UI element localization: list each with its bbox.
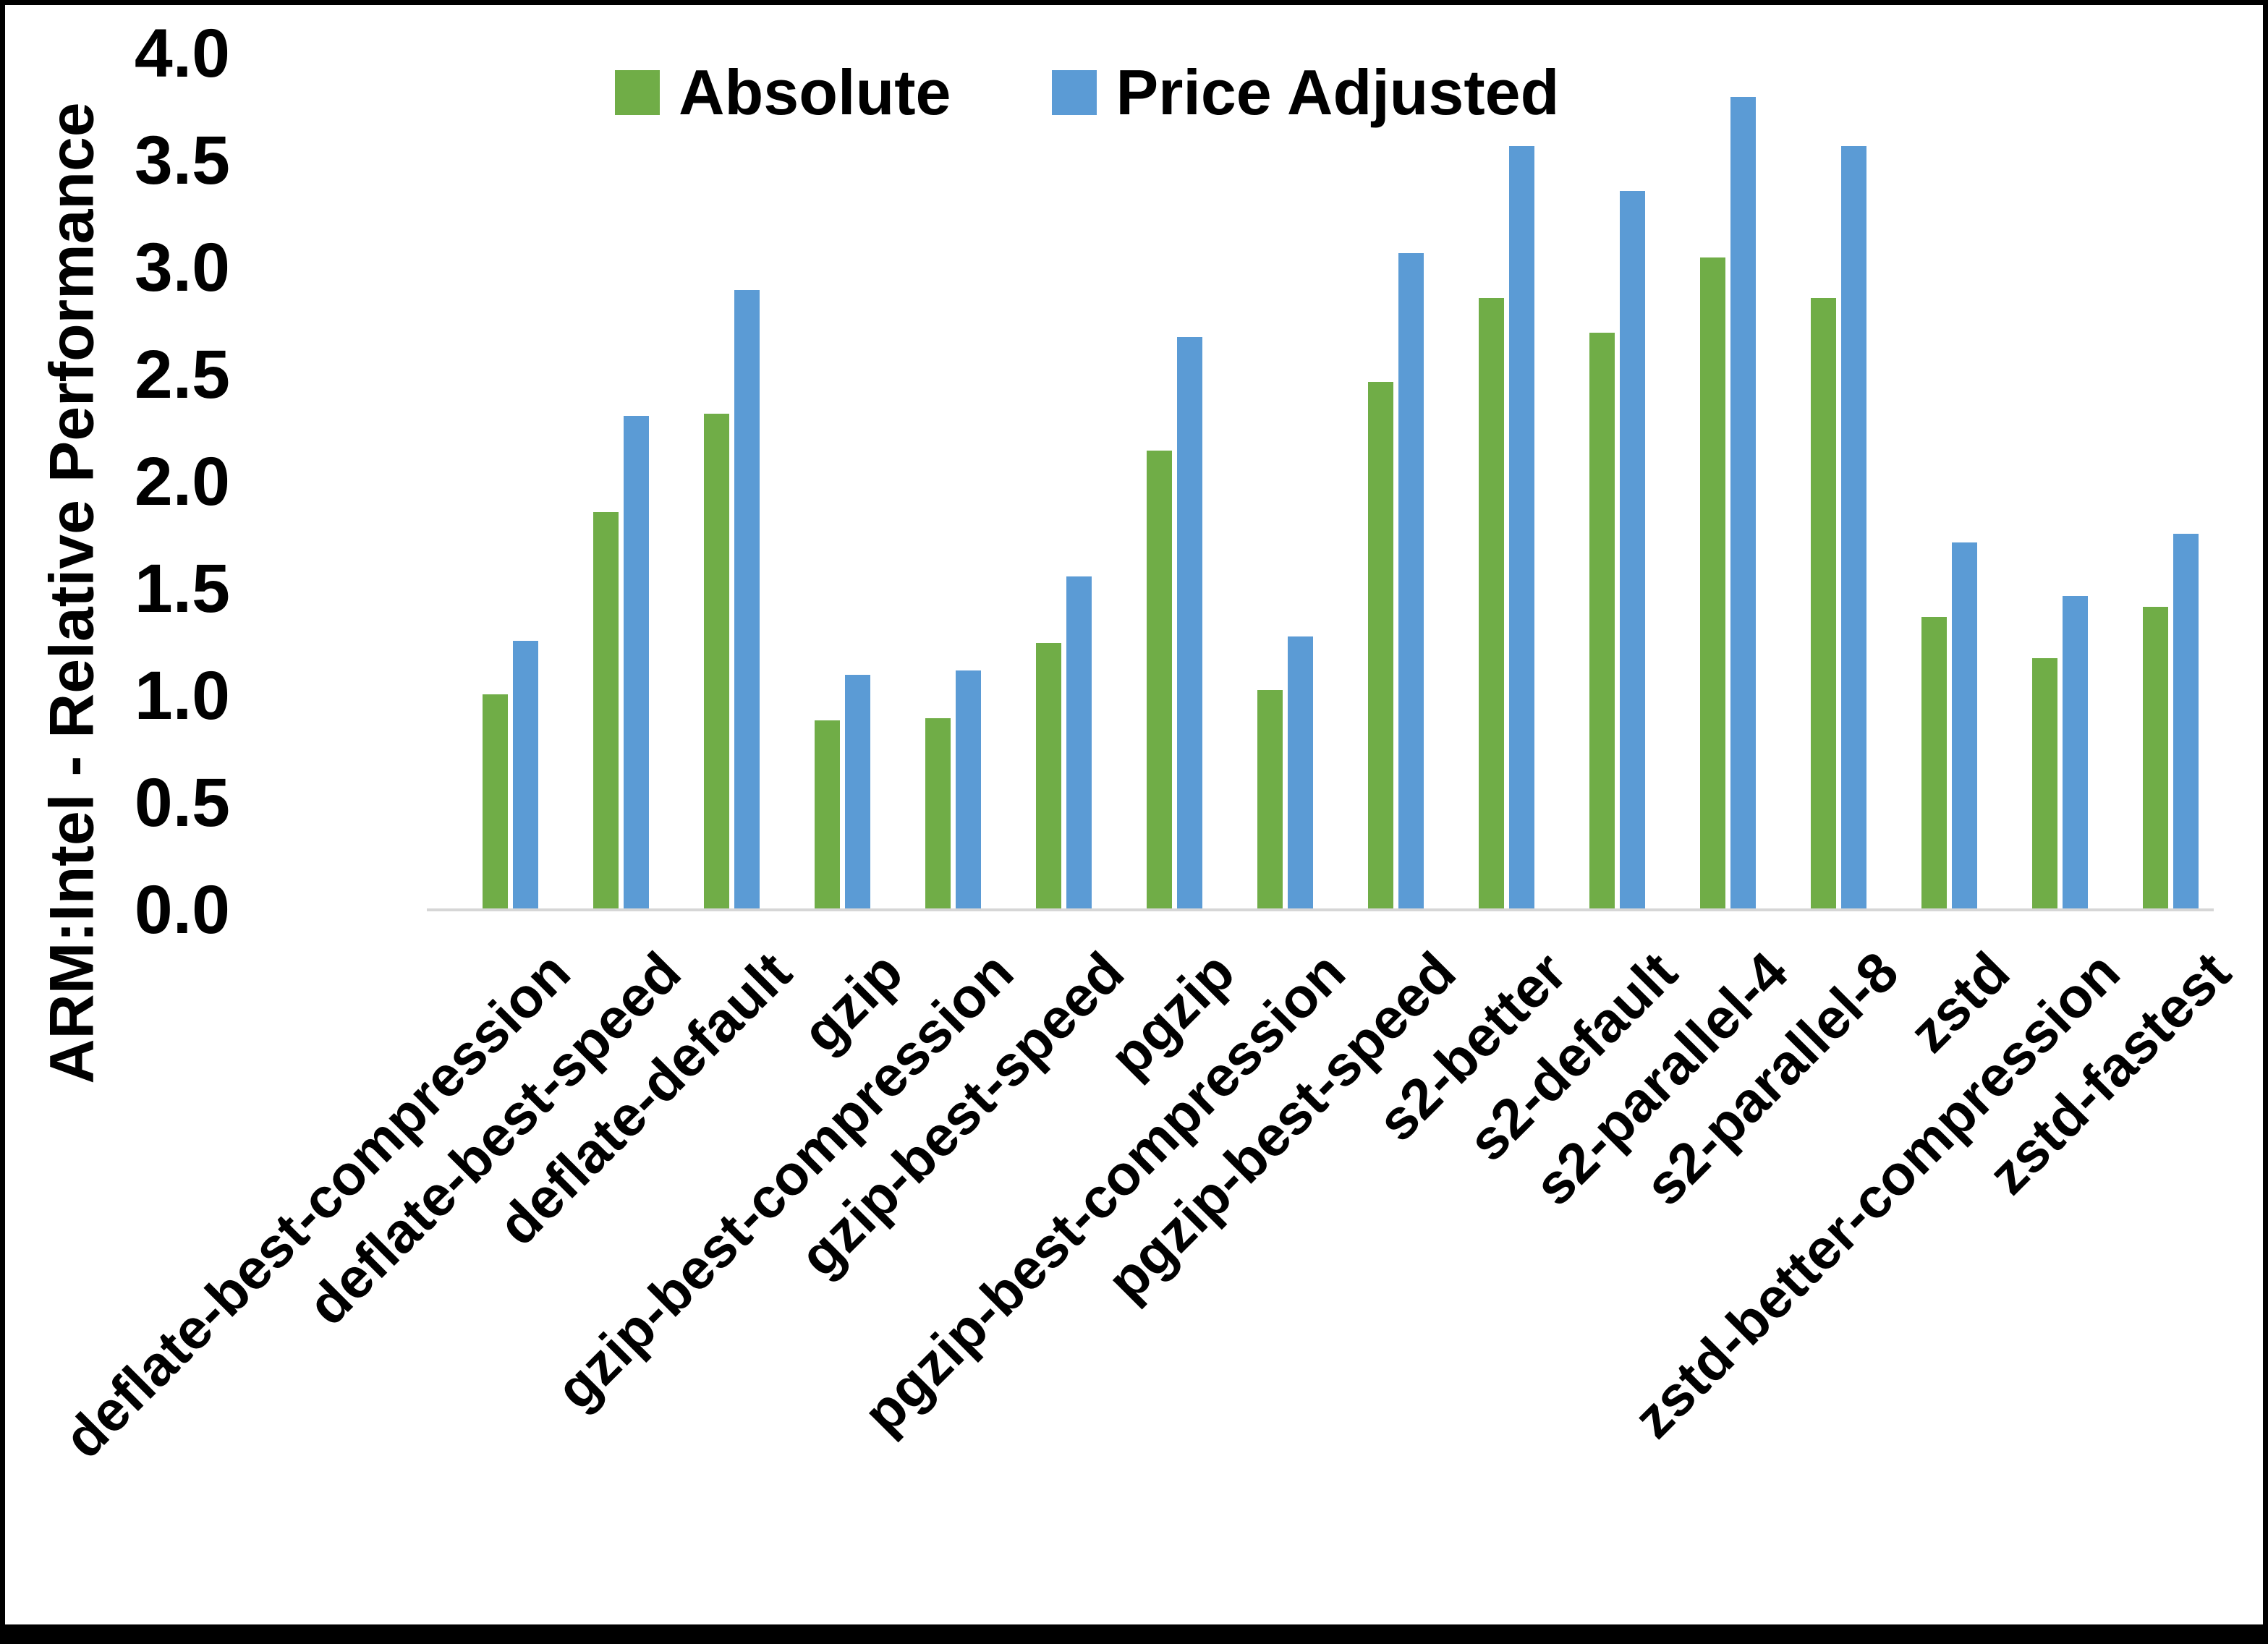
bar-absolute-pgzip-best-speed — [1368, 382, 1393, 908]
bar-price-adjusted-gzip-best-compression — [956, 670, 981, 908]
bar-absolute-deflate-default — [704, 414, 729, 908]
bar-price-adjusted-pgzip-best-compression — [1288, 636, 1313, 908]
frame-border-left — [0, 0, 5, 1644]
y-tick-label-0.5: 0.5 — [134, 764, 230, 841]
bar-absolute-deflate-best-compression — [483, 694, 508, 908]
bar-price-adjusted-s2-better — [1509, 146, 1534, 908]
bar-absolute-s2-parallel-8 — [1811, 298, 1836, 908]
bar-price-adjusted-s2-parallel-4 — [1730, 97, 1756, 908]
bar-price-adjusted-gzip-best-speed — [1066, 576, 1092, 908]
y-tick-label-0.0: 0.0 — [134, 872, 230, 948]
bar-absolute-zstd-better-compression — [2032, 658, 2057, 908]
bar-price-adjusted-zstd-fastest — [2173, 534, 2199, 908]
bar-absolute-pgzip-best-compression — [1257, 690, 1283, 908]
y-tick-label-1.5: 1.5 — [134, 550, 230, 627]
bar-absolute-s2-parallel-4 — [1700, 257, 1725, 908]
legend-swatch-absolute — [615, 70, 660, 115]
bar-absolute-pgzip — [1147, 451, 1172, 908]
y-tick-label-3.5: 3.5 — [134, 122, 230, 199]
bar-absolute-deflate-best-speed — [593, 512, 619, 908]
frame-border-top — [0, 0, 2268, 5]
bar-price-adjusted-deflate-best-compression — [513, 641, 538, 908]
frame-border-right — [2263, 0, 2268, 1644]
legend-swatch-price-adjusted — [1052, 70, 1097, 115]
frame-border-bottom — [0, 1624, 2268, 1644]
legend: Absolute Price Adjusted — [615, 61, 1559, 124]
legend-label-price-adjusted: Price Adjusted — [1116, 56, 1560, 128]
y-tick-label-2.0: 2.0 — [134, 443, 230, 520]
bar-price-adjusted-deflate-default — [734, 290, 760, 908]
bar-price-adjusted-gzip — [845, 675, 870, 908]
y-tick-label-2.5: 2.5 — [134, 336, 230, 413]
bar-absolute-gzip-best-compression — [925, 718, 951, 908]
bar-price-adjusted-pgzip-best-speed — [1398, 253, 1424, 908]
bar-absolute-gzip-best-speed — [1036, 643, 1061, 908]
legend-label-absolute: Absolute — [679, 56, 951, 128]
legend-item-price-adjusted: Price Adjusted — [1052, 61, 1559, 124]
legend-item-absolute: Absolute — [615, 61, 951, 124]
y-tick-label-3.0: 3.0 — [134, 229, 230, 306]
bar-price-adjusted-zstd — [1952, 542, 1977, 908]
bar-absolute-s2-default — [1589, 333, 1615, 908]
y-tick-label-4.0: 4.0 — [134, 15, 230, 92]
bar-absolute-zstd-fastest — [2143, 607, 2168, 908]
bar-absolute-gzip — [815, 720, 840, 908]
y-tick-label-1.0: 1.0 — [134, 657, 230, 734]
x-axis-line — [427, 908, 2214, 911]
bar-price-adjusted-pgzip — [1177, 337, 1202, 908]
bar-price-adjusted-deflate-best-speed — [624, 416, 649, 908]
bar-absolute-s2-better — [1479, 298, 1504, 908]
bar-price-adjusted-s2-default — [1620, 191, 1645, 908]
bar-absolute-zstd — [1921, 617, 1947, 908]
bar-price-adjusted-s2-parallel-8 — [1841, 146, 1866, 908]
bar-price-adjusted-zstd-better-compression — [2063, 596, 2088, 908]
